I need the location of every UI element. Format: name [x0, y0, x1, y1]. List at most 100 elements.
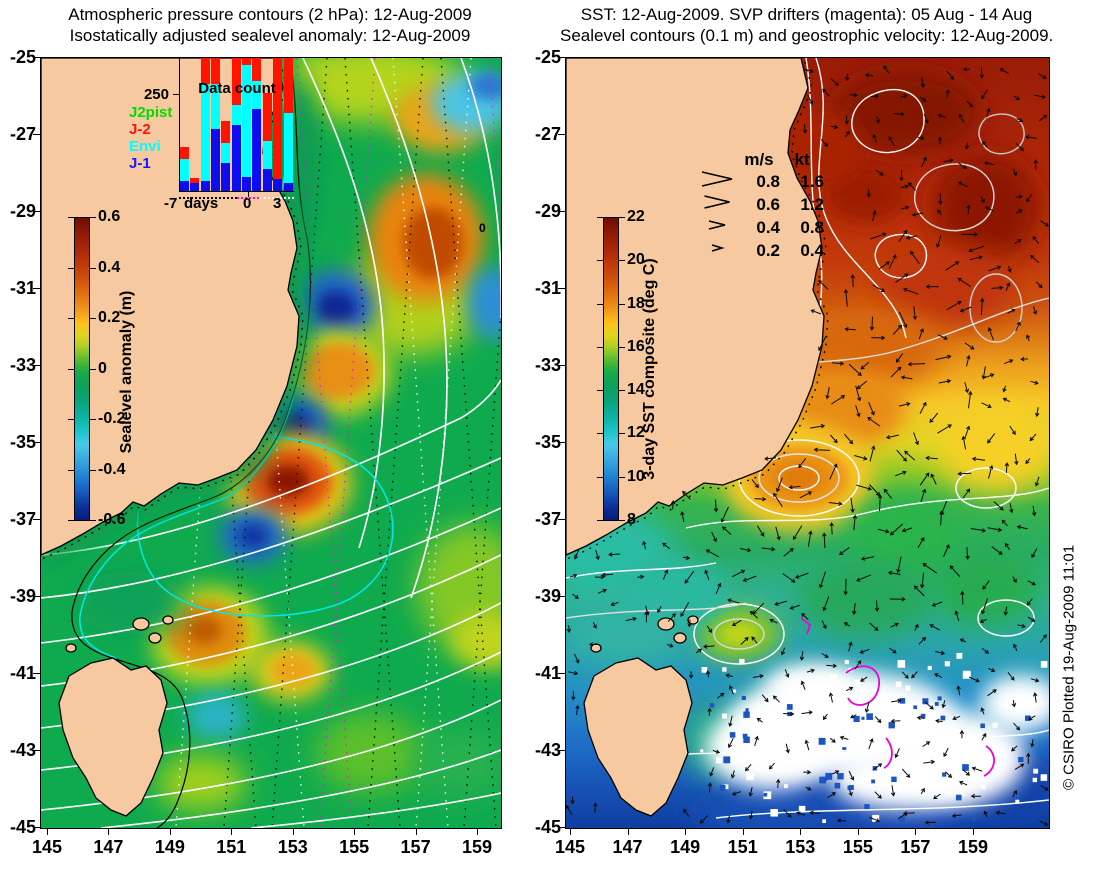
x-tick-label-right: 157 — [900, 837, 931, 857]
left-panel-title-line1: Atmospheric pressure contours (2 hPa): 1… — [68, 5, 472, 24]
histogram-bar-segment — [190, 178, 200, 183]
credit-text: © CSIRO Plotted 19-Aug-2009 11:01 — [1060, 544, 1078, 791]
histogram-bar-segment — [262, 169, 272, 191]
contour-inline-label: 0 — [479, 221, 486, 235]
histogram-bar-segment — [231, 125, 241, 191]
y-tick-mark-right — [558, 750, 565, 751]
histogram-title: Data count — [198, 80, 276, 97]
y-tick-label-left: -39 — [9, 586, 36, 606]
colorbar-tick-label: 0.2 — [98, 309, 121, 326]
velocity-legend-header-ms: m/s — [744, 150, 774, 169]
y-tick-label-right: -33 — [534, 355, 561, 375]
y-tick-mark-right — [558, 134, 565, 135]
y-tick-mark-right — [558, 211, 565, 212]
y-tick-mark-right — [558, 442, 565, 443]
colorbar-tick — [619, 346, 625, 348]
coast-dots — [566, 61, 829, 560]
sst-field — [566, 58, 1049, 828]
y-tick-mark-right — [558, 57, 565, 58]
x-tick-label-right: 155 — [842, 837, 873, 857]
colorbar-tick — [597, 390, 603, 392]
y-tick-label-right: -37 — [534, 509, 561, 529]
x-tick-label-left: 151 — [216, 837, 247, 857]
velocity-legend-row: 0.4 0.8 — [698, 216, 824, 239]
histogram-bar-segment — [283, 58, 293, 113]
y-tick-mark-left — [33, 57, 40, 58]
histogram-bar-segment — [242, 58, 252, 65]
x-tick-mark-right — [742, 828, 744, 835]
x-tick-mark-right — [972, 828, 974, 835]
colorbar-tick — [619, 476, 625, 478]
x-tick-label-left: 149 — [154, 837, 185, 857]
histogram-bar — [242, 58, 252, 191]
y-tick-label-left: -35 — [9, 432, 36, 452]
y-tick-mark-right — [558, 673, 565, 674]
colorbar-tick — [597, 303, 603, 305]
y-tick-label-right: -31 — [534, 278, 561, 298]
x-tick-label-right: 147 — [612, 837, 643, 857]
velocity-scale-legend: m/s kt 0.8 1.6 0.6 1.2 0.4 0.8 0.2 0.4 — [698, 150, 824, 262]
histogram-track-dots-white — [259, 197, 294, 199]
x-tick-mark-right — [800, 828, 802, 835]
colorbar-tick — [68, 368, 74, 370]
velocity-arrow-icon — [698, 194, 738, 215]
colorbar-tick — [90, 368, 96, 370]
histogram-bar-segment — [180, 147, 189, 159]
colorbar-tick — [90, 520, 96, 521]
histogram-bar-segment — [221, 143, 231, 163]
colorbar-tick-label: 8 — [627, 511, 636, 529]
colorbar-tick — [597, 217, 603, 218]
colorbar-tick — [597, 476, 603, 478]
x-tick-label-left: 153 — [277, 837, 308, 857]
left-panel-title-line2: Isostatically adjusted sealevel anomaly:… — [69, 26, 471, 45]
histogram-bar-segment — [211, 84, 221, 129]
mainland-australia — [566, 58, 825, 556]
y-tick-label-right: -35 — [534, 432, 561, 452]
histogram-bar-segment — [283, 183, 293, 191]
colorbar-tick-label: -0.2 — [98, 410, 126, 427]
x-tick-mark-left — [47, 828, 48, 835]
histogram-xlabel-minus7: -7 — [164, 195, 178, 212]
histogram-y-ref-label: 250 — [143, 86, 169, 103]
y-tick-mark-left — [33, 288, 40, 289]
x-tick-mark-right — [915, 828, 917, 835]
y-tick-mark-left — [33, 519, 40, 520]
y-tick-label-right: -29 — [534, 201, 561, 221]
y-tick-label-left: -37 — [9, 509, 36, 529]
colorbar-tick — [68, 520, 74, 521]
histogram-bar-segment — [273, 58, 283, 179]
y-tick-mark-right — [558, 596, 565, 597]
y-tick-mark-left — [33, 673, 40, 674]
colorbar-tick — [619, 520, 625, 522]
histogram-bar-segment — [242, 177, 252, 191]
x-tick-mark-right — [685, 828, 687, 835]
colorbar-tick — [68, 419, 74, 420]
x-tick-mark-left — [477, 828, 478, 835]
y-tick-label-left: -41 — [9, 663, 36, 683]
velocity-kt-value: 0.8 — [800, 217, 824, 237]
y-tick-mark-right — [558, 519, 565, 520]
histogram-250-tick — [173, 94, 179, 95]
x-tick-mark-left — [292, 828, 294, 835]
x-tick-label-left: 157 — [400, 837, 431, 857]
x-tick-mark-right — [570, 828, 571, 835]
sst-colorbar — [603, 217, 619, 521]
x-tick-label-left: 159 — [461, 837, 493, 857]
histogram-bar-segment — [200, 58, 210, 84]
y-tick-mark-left — [33, 596, 40, 597]
x-tick-mark-right — [857, 828, 859, 835]
histogram-bar-segment — [273, 179, 283, 191]
y-tick-mark-left — [33, 365, 40, 366]
y-tick-label-right: -25 — [534, 47, 561, 67]
x-tick-mark-left — [354, 828, 356, 835]
tasmania — [58, 657, 168, 817]
histogram-bar-segment — [242, 65, 252, 177]
histogram-bar — [221, 121, 231, 191]
colorbar-tick-label: 14 — [627, 381, 645, 399]
histogram-legend-item: J2pist — [129, 104, 173, 121]
cloud-speckles — [700, 652, 1048, 824]
histogram-bar-segment — [231, 58, 241, 105]
drifter-tracks — [800, 617, 995, 777]
histogram-track-dots-black — [179, 197, 237, 199]
colorbar-tick-label: 22 — [627, 208, 645, 225]
